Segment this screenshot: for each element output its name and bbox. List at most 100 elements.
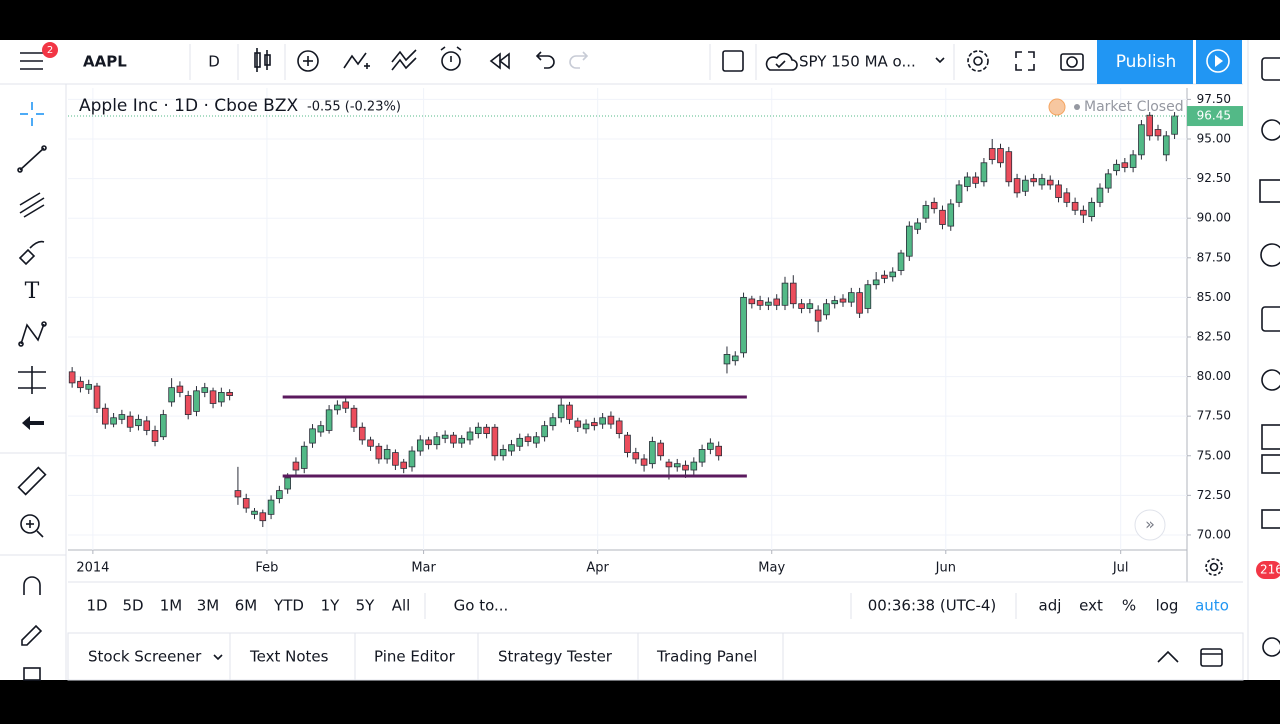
range-button[interactable]: YTD xyxy=(273,597,304,615)
text-tool[interactable]: T xyxy=(25,279,40,304)
candle-body xyxy=(591,422,598,427)
candle-body xyxy=(649,441,656,465)
candle-body xyxy=(781,282,789,306)
candle-body xyxy=(151,430,159,442)
candle-body xyxy=(458,437,466,444)
candle-body xyxy=(549,417,557,427)
compare-button[interactable] xyxy=(297,50,319,72)
candle-body xyxy=(508,444,515,452)
cloud-icon xyxy=(765,52,798,71)
candle-body xyxy=(408,450,416,468)
publish-button[interactable] xyxy=(1097,40,1193,84)
candle-body xyxy=(242,498,250,509)
candle-body xyxy=(317,425,325,433)
panel-tab[interactable]: Stock Screener xyxy=(88,648,202,666)
axis-option[interactable]: % xyxy=(1122,597,1136,615)
panel-tab[interactable]: Strategy Tester xyxy=(498,648,613,666)
candle-body xyxy=(773,298,781,306)
templates-button[interactable] xyxy=(391,49,417,71)
crosshair-tool[interactable] xyxy=(20,102,44,126)
panel-tab[interactable]: Pine Editor xyxy=(374,648,456,666)
fib-tool[interactable] xyxy=(19,192,45,218)
candle-body xyxy=(85,384,93,390)
candle-body xyxy=(309,428,316,444)
layout-button[interactable] xyxy=(722,50,744,72)
indicators-button[interactable] xyxy=(343,52,370,69)
scroll-icon[interactable]: » xyxy=(1145,515,1155,534)
y-tick-label: 75.00 xyxy=(1197,448,1231,462)
alert-button[interactable] xyxy=(440,46,462,71)
candle-body xyxy=(964,176,971,187)
chevron[interactable] xyxy=(213,654,223,661)
chevron[interactable] xyxy=(935,57,945,64)
panel-tab[interactable]: Text Notes xyxy=(249,648,329,666)
range-button[interactable]: 3M xyxy=(197,597,220,615)
interval[interactable]: D xyxy=(208,53,220,71)
candle-body xyxy=(582,423,590,430)
candle-body xyxy=(416,439,424,452)
panel-tab[interactable]: Trading Panel xyxy=(656,648,757,666)
bottom-panel xyxy=(67,632,1244,681)
candle-body xyxy=(889,271,897,278)
candle-body xyxy=(906,225,913,257)
prediction-tool[interactable] xyxy=(18,366,46,394)
candle-body xyxy=(234,490,242,498)
replay-button[interactable] xyxy=(489,52,510,70)
goto-button[interactable]: Go to... xyxy=(454,597,509,615)
candle-body xyxy=(939,209,946,225)
fullscreen-button[interactable] xyxy=(1015,51,1035,71)
candle-body xyxy=(491,426,499,457)
lock-tool[interactable] xyxy=(23,667,41,681)
candle-style-button[interactable] xyxy=(254,48,271,72)
candle-body xyxy=(251,510,258,515)
collapse-button[interactable] xyxy=(1157,650,1179,663)
axis-option[interactable]: log xyxy=(1156,597,1179,615)
range-button[interactable]: 5Y xyxy=(356,597,376,615)
candle-body xyxy=(226,392,233,396)
axis-option[interactable]: ext xyxy=(1079,597,1103,615)
range-button[interactable]: 6M xyxy=(235,597,258,615)
hide-tool[interactable] xyxy=(22,416,44,430)
range-button[interactable]: 1M xyxy=(160,597,183,615)
range-button[interactable]: 1D xyxy=(86,597,107,615)
candle-body xyxy=(1080,209,1087,216)
settings-button[interactable] xyxy=(967,50,989,72)
maximize-button[interactable] xyxy=(1200,648,1223,667)
trendline-tool[interactable] xyxy=(17,145,47,173)
candle-body xyxy=(325,409,333,431)
ruler-tool[interactable] xyxy=(17,466,47,496)
right-toolbar-icons[interactable] xyxy=(1259,57,1280,657)
stay-drawing-tool[interactable] xyxy=(21,624,43,646)
brush-tool[interactable] xyxy=(18,240,45,266)
snapshot-button[interactable] xyxy=(1060,53,1084,71)
x-tick-label: Mar xyxy=(411,561,436,576)
candle-body xyxy=(731,355,739,362)
candle-body xyxy=(723,353,731,365)
range-button[interactable]: All xyxy=(392,597,411,615)
axis-option[interactable]: adj xyxy=(1039,597,1062,615)
candle-body xyxy=(557,404,565,419)
range-button[interactable]: 5D xyxy=(122,597,143,615)
indicator-name[interactable]: SPY 150 MA o... xyxy=(799,53,916,71)
candle-body xyxy=(292,461,300,471)
candle-body xyxy=(1038,178,1046,186)
candle-body xyxy=(1162,135,1170,156)
undo-button[interactable] xyxy=(535,51,555,69)
candle-body xyxy=(160,414,167,438)
range-button[interactable]: 1Y xyxy=(321,597,341,615)
scroll-button[interactable] xyxy=(1134,509,1166,541)
publish-label[interactable]: Publish xyxy=(1116,52,1177,72)
magnet-tool[interactable] xyxy=(23,576,41,595)
candle-body xyxy=(218,392,225,403)
plot xyxy=(68,112,1187,528)
zoom-tool[interactable] xyxy=(20,514,44,538)
candle-body xyxy=(383,449,391,460)
candle-body xyxy=(707,442,714,450)
candle-body xyxy=(176,385,184,393)
menu-button[interactable] xyxy=(20,52,43,70)
pattern-tool[interactable] xyxy=(18,321,47,347)
axis-settings[interactable] xyxy=(1205,558,1223,576)
axis-option[interactable]: auto xyxy=(1195,597,1229,615)
symbol[interactable]: AAPL xyxy=(83,53,127,71)
